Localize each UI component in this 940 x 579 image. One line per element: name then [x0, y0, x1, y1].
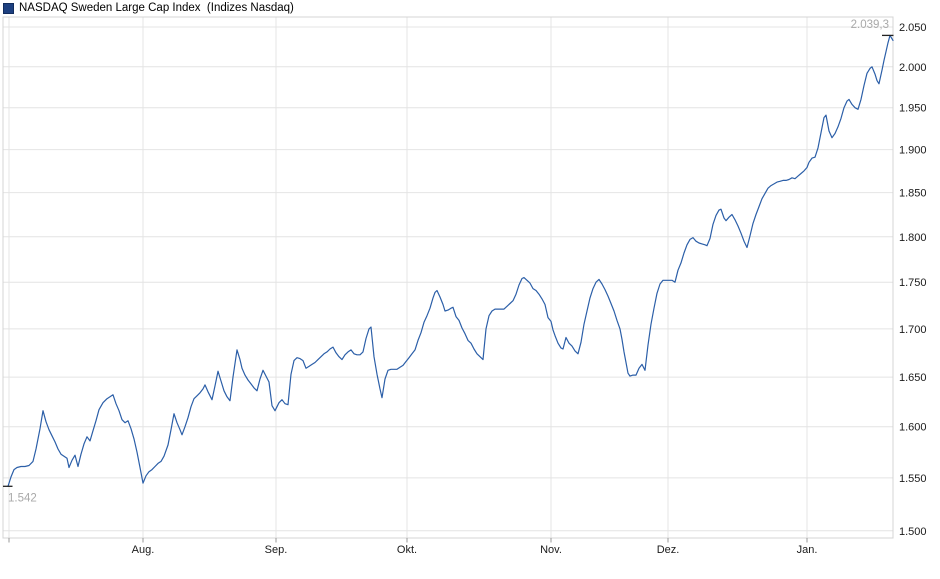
plot-border: [2, 16, 894, 539]
chart-title: NASDAQ Sweden Large Cap Index (Indizes N…: [19, 1, 294, 14]
y-axis-label: 2.050: [899, 22, 927, 34]
y-axis-label: 1.600: [899, 422, 927, 434]
x-axis-label: Aug.: [132, 544, 155, 556]
legend-marker-icon: [3, 2, 14, 14]
y-axis-label: 1.900: [899, 145, 927, 157]
x-axis-label: Dez.: [657, 544, 680, 556]
y-axis-label: 1.700: [899, 324, 927, 336]
start-value-label: 1.542: [8, 492, 37, 504]
x-axis-label: Sep.: [265, 544, 288, 556]
y-axis-label: 1.850: [899, 188, 927, 200]
y-axis-label: 1.750: [899, 277, 927, 289]
x-axis-label: Okt.: [397, 544, 417, 556]
y-axis-label: 1.950: [899, 103, 927, 115]
y-axis-label: 2.000: [899, 62, 927, 74]
x-axis-label: Nov.: [540, 544, 562, 556]
y-axis-label: 1.650: [899, 372, 927, 384]
y-axis-label: 1.500: [899, 526, 927, 538]
y-axis-label: 1.550: [899, 473, 927, 485]
x-axis-label: Jan.: [797, 544, 818, 556]
legend-row: NASDAQ Sweden Large Cap Index (Indizes N…: [3, 1, 294, 15]
y-axis-label: 1.800: [899, 232, 927, 244]
price-line: [7, 34, 894, 487]
end-value-label: 2.039,3: [851, 19, 889, 31]
